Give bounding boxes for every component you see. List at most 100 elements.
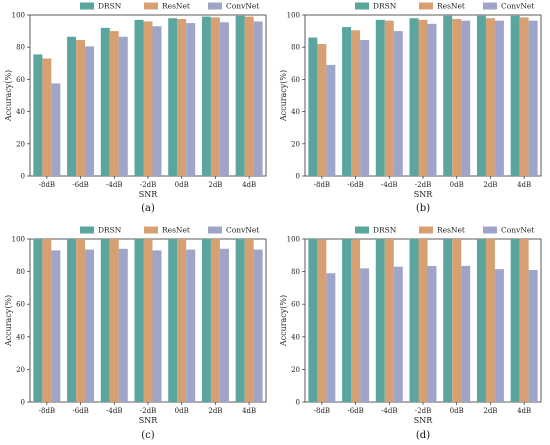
bar-convnet-2dB xyxy=(219,248,229,402)
bar-drsn-2dB xyxy=(476,15,486,177)
legend-label-drsn: DRSN xyxy=(373,226,397,235)
y-tick-label: 20 xyxy=(16,140,25,148)
x-tick-label: -2dB xyxy=(140,407,156,415)
bar-resnet-0dB xyxy=(452,19,462,177)
legend-swatch-resnet xyxy=(144,226,158,234)
x-tick-label: 4dB xyxy=(517,407,531,415)
bar-resnet-2dB xyxy=(210,17,220,177)
y-tick-label: 80 xyxy=(291,44,300,52)
bar-convnet-4dB xyxy=(253,249,263,402)
bar-resnet--2dB xyxy=(418,19,428,176)
x-tick-label: 2dB xyxy=(208,407,222,415)
bar-drsn--8dB xyxy=(308,239,318,402)
y-tick-label: 80 xyxy=(291,268,300,276)
bar-convnet-0dB xyxy=(461,265,471,402)
x-tick-label: 4dB xyxy=(242,181,256,189)
bar-convnet--4dB xyxy=(393,266,403,402)
bar-drsn-4dB xyxy=(235,239,245,402)
panel-caption: (b) xyxy=(416,203,430,214)
y-tick-label: 60 xyxy=(16,301,25,309)
bar-drsn--2dB xyxy=(409,18,419,176)
bar-resnet-0dB xyxy=(177,19,187,177)
y-tick-label: 20 xyxy=(291,140,300,148)
x-tick-label: -4dB xyxy=(381,181,397,189)
bar-convnet-0dB xyxy=(186,249,196,402)
x-tick-label: 0dB xyxy=(450,407,464,415)
legend-label-convnet: ConvNet xyxy=(501,2,534,11)
y-tick-label: 40 xyxy=(291,108,300,116)
chart-panel-4: 0 20 40 60 80 100 -8dB -6dB -4dB -2dB 0dB 2dB 4dB SNR… xyxy=(279,226,542,441)
x-axis-label: SNR xyxy=(414,190,433,199)
bar-convnet-2dB xyxy=(494,20,504,177)
x-tick-label: -6dB xyxy=(72,407,88,415)
bar-drsn-2dB xyxy=(201,16,211,176)
legend-swatch-convnet xyxy=(483,226,497,234)
bar-drsn--6dB xyxy=(342,27,352,177)
bar-convnet-2dB xyxy=(219,22,229,177)
y-axis-label: Accuracy(%) xyxy=(279,295,288,347)
bar-resnet--6dB xyxy=(76,239,86,402)
bar-drsn--4dB xyxy=(100,27,110,176)
bar-convnet-0dB xyxy=(186,23,196,176)
bar-drsn-0dB xyxy=(168,18,178,176)
bar-convnet--2dB xyxy=(152,250,162,402)
bar-resnet--4dB xyxy=(384,239,394,402)
legend-label-convnet: ConvNet xyxy=(226,2,259,11)
x-tick-label: 2dB xyxy=(483,407,497,415)
x-tick-label: -8dB xyxy=(314,407,330,415)
bar-resnet-4dB xyxy=(244,16,254,176)
chart-panel-2: 0 20 40 60 80 100 -8dB -6dB -4dB -2dB 0dB 2dB 4dB SNR… xyxy=(279,2,542,214)
legend-label-resnet: ResNet xyxy=(437,2,465,11)
x-tick-label: 2dB xyxy=(483,181,497,189)
legend-swatch-convnet xyxy=(208,226,222,234)
bar-resnet-0dB xyxy=(177,239,187,402)
y-tick-label: 100 xyxy=(12,236,25,244)
y-tick-label: 100 xyxy=(12,12,25,20)
y-tick-label: 0 xyxy=(21,399,25,407)
legend-label-convnet: ConvNet xyxy=(501,226,534,235)
bar-resnet-2dB xyxy=(210,239,220,402)
bar-resnet--8dB xyxy=(317,239,327,402)
x-tick-label: 4dB xyxy=(517,181,531,189)
legend-label-drsn: DRSN xyxy=(98,2,122,11)
bar-resnet--4dB xyxy=(384,20,394,177)
bar-drsn-4dB xyxy=(235,15,245,177)
legend-label-resnet: ResNet xyxy=(162,226,190,235)
x-tick-label: -6dB xyxy=(347,181,363,189)
x-tick-label: 0dB xyxy=(175,407,189,415)
x-axis-label: SNR xyxy=(139,416,158,425)
bar-convnet--2dB xyxy=(427,265,437,402)
bar-drsn--4dB xyxy=(100,239,110,402)
y-tick-label: 100 xyxy=(287,12,300,20)
bar-resnet--8dB xyxy=(42,58,52,176)
bar-drsn--6dB xyxy=(67,36,77,176)
bar-resnet--8dB xyxy=(317,43,327,177)
bar-drsn--2dB xyxy=(134,19,144,176)
y-tick-label: 40 xyxy=(16,333,25,341)
bar-convnet--8dB xyxy=(51,250,61,402)
y-tick-label: 60 xyxy=(16,76,25,84)
bar-convnet--4dB xyxy=(118,36,128,176)
bar-drsn-4dB xyxy=(510,15,520,177)
x-tick-label: -8dB xyxy=(39,181,55,189)
bar-convnet-0dB xyxy=(461,20,471,177)
bar-resnet-2dB xyxy=(485,18,495,176)
x-tick-label: 0dB xyxy=(450,181,464,189)
bar-drsn--8dB xyxy=(33,239,43,402)
bar-drsn--4dB xyxy=(375,239,385,402)
bar-convnet-4dB xyxy=(528,269,538,402)
bar-convnet--2dB xyxy=(427,23,437,177)
bar-resnet-4dB xyxy=(244,239,254,402)
bar-drsn-4dB xyxy=(510,239,520,402)
legend-label-drsn: DRSN xyxy=(98,226,122,235)
y-tick-label: 100 xyxy=(287,236,300,244)
x-tick-label: -6dB xyxy=(347,407,363,415)
y-tick-label: 20 xyxy=(16,366,25,374)
bar-drsn-0dB xyxy=(443,239,453,402)
bar-convnet-2dB xyxy=(494,269,504,402)
x-tick-label: -2dB xyxy=(140,181,156,189)
bar-resnet--2dB xyxy=(143,239,153,402)
bar-resnet--8dB xyxy=(42,239,52,402)
x-tick-label: 0dB xyxy=(175,181,189,189)
